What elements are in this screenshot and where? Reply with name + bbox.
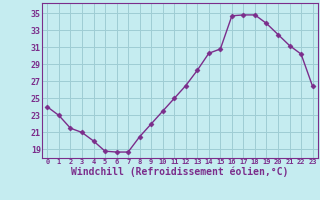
X-axis label: Windchill (Refroidissement éolien,°C): Windchill (Refroidissement éolien,°C) [71, 166, 289, 177]
